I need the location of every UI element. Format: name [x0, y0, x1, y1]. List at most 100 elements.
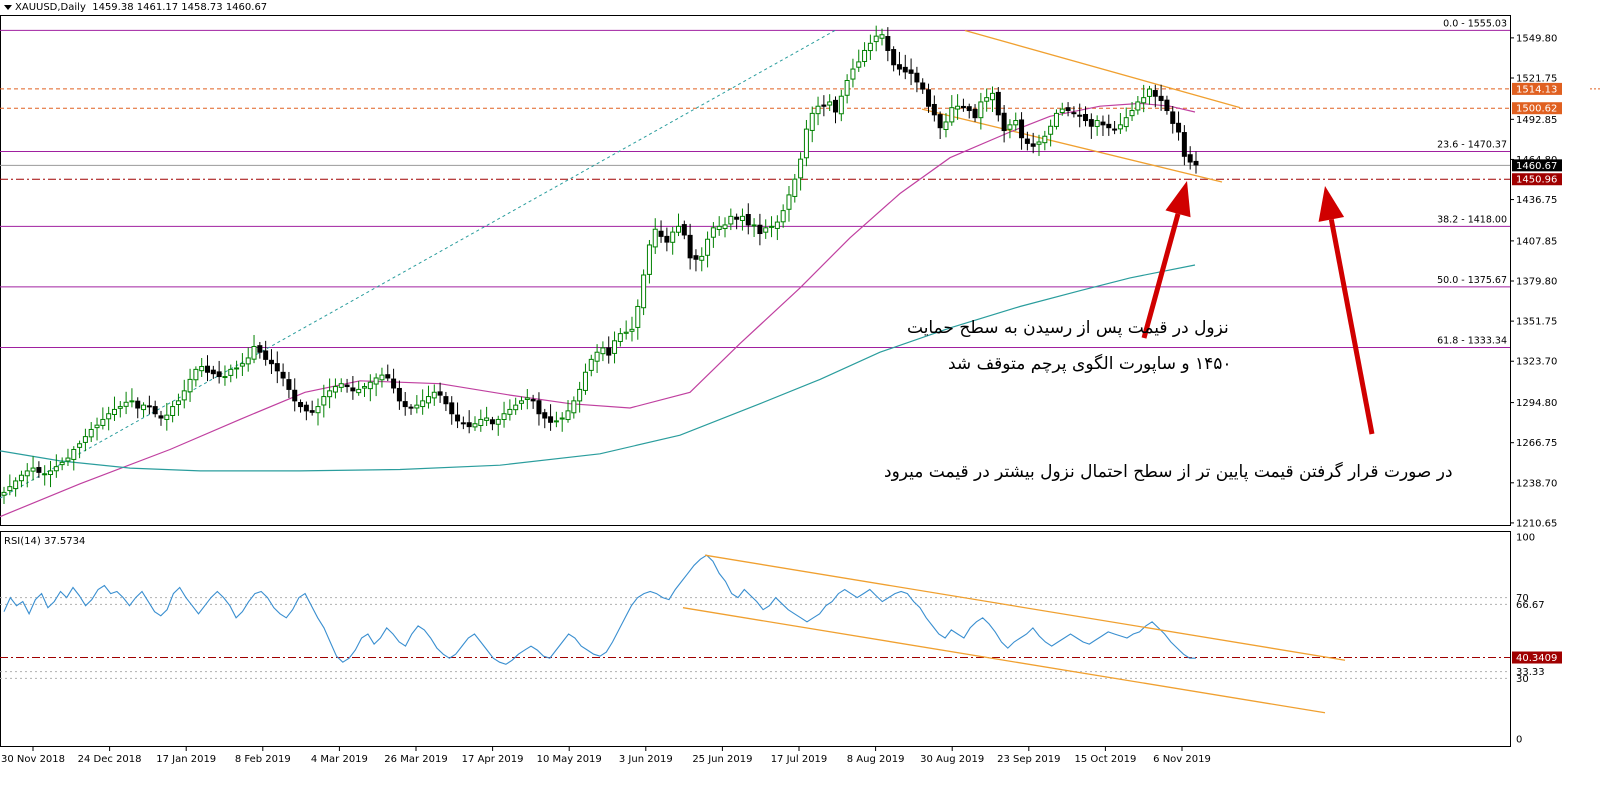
- candle-body: [670, 231, 676, 243]
- candle-body: [373, 377, 379, 385]
- candle-body: [786, 194, 792, 210]
- candle-body: [896, 64, 902, 70]
- candle-body: [931, 103, 937, 116]
- candle-body: [210, 369, 216, 375]
- candle-body: [274, 363, 280, 372]
- price-label-box-0: [1512, 82, 1562, 95]
- price-label-1: 1500.62: [1516, 104, 1557, 115]
- candlesticks: [1, 25, 1199, 504]
- candle-body: [658, 230, 664, 237]
- candle-body: [303, 404, 309, 412]
- candle-body: [989, 92, 995, 101]
- candle-body: [838, 95, 844, 115]
- candle-body: [251, 346, 257, 360]
- candle-body: [234, 367, 240, 370]
- candle-body: [937, 114, 943, 129]
- candle-body: [396, 387, 402, 402]
- candle-body: [1030, 143, 1036, 147]
- date-tick-label-12: 30 Aug 2019: [920, 754, 984, 765]
- candle-body: [699, 255, 705, 261]
- candle-body: [728, 215, 734, 225]
- candle-body: [926, 89, 932, 107]
- candle-body: [100, 418, 106, 426]
- candle-body: [280, 371, 286, 379]
- candle-body: [205, 365, 211, 373]
- candle-body: [1146, 88, 1152, 97]
- candle-body: [106, 413, 112, 420]
- candle-body: [402, 401, 408, 408]
- price-label-box-1: [1512, 102, 1562, 115]
- price-level-lines: [0, 88, 1510, 180]
- candle-body: [1100, 121, 1106, 126]
- candle-body: [263, 350, 269, 360]
- candle-body: [524, 397, 530, 401]
- candle-body: [1053, 112, 1059, 127]
- candle-body: [495, 418, 501, 425]
- candle-body: [612, 340, 618, 354]
- candle-body: [65, 457, 71, 462]
- candle-body: [152, 406, 158, 415]
- price-label-box-2: [1512, 159, 1562, 172]
- candle-body: [379, 374, 385, 381]
- candle-body: [542, 412, 548, 419]
- candle-body: [36, 467, 42, 473]
- fib-label-1: 23.6 - 1470.37: [1437, 139, 1507, 150]
- candle-body: [600, 347, 606, 355]
- candle-body: [513, 404, 519, 411]
- candle-body: [1059, 108, 1065, 114]
- candle-body: [862, 49, 868, 62]
- candle-body: [873, 35, 879, 43]
- price-label-0: 1514.13: [1516, 84, 1557, 95]
- ohlc-values: 1459.38 1461.17 1458.73 1460.67: [92, 2, 268, 13]
- fib-label-4: 61.8 - 1333.34: [1437, 335, 1507, 346]
- candle-body: [1170, 111, 1176, 124]
- price-tick-label-6: 1379.80: [1516, 277, 1557, 288]
- date-tick-label-7: 10 May 2019: [537, 754, 602, 765]
- candle-body: [792, 178, 798, 197]
- candle-body: [228, 368, 234, 376]
- candle-body: [286, 379, 292, 390]
- candle-body: [751, 224, 757, 227]
- price-tick-label-9: 1294.80: [1516, 398, 1557, 409]
- annotation-note1-line2: ۱۴۵۰ و ساپورت الگوی پرچم متوقف شد: [948, 354, 1232, 374]
- candle-body: [332, 386, 338, 393]
- date-tick-label-11: 8 Aug 2019: [847, 754, 905, 765]
- price-tick-label-1: 1521.75: [1516, 73, 1557, 84]
- candle-body: [466, 422, 472, 428]
- candle-body: [652, 228, 658, 248]
- arrow-right-shaft: [1328, 218, 1375, 435]
- ma-slow-line: [0, 264, 1196, 472]
- candle-body: [1077, 114, 1083, 117]
- candle-body: [769, 225, 775, 228]
- flag-channel-upper: [964, 29, 1241, 109]
- candle-body: [571, 400, 577, 414]
- date-tick-label-0: 30 Nov 2018: [1, 754, 65, 765]
- arrow-left-shaft: [1141, 213, 1181, 339]
- candle-body: [111, 408, 117, 415]
- date-axis: 30 Nov 2018 24 Dec 2018 17 Jan 2019 8 Feb 2…: [1, 746, 1211, 765]
- candle-body: [565, 410, 571, 421]
- candle-body: [536, 400, 542, 415]
- candle-body: [59, 461, 65, 466]
- rsi-tick-label-3: 33.33: [1516, 667, 1545, 678]
- candle-body: [327, 390, 333, 398]
- candle-body: [803, 128, 809, 159]
- collapse-triangle-icon[interactable]: [4, 4, 12, 10]
- candle-body: [71, 448, 77, 460]
- candle-body: [425, 396, 431, 404]
- date-tick-label-13: 23 Sep 2019: [997, 754, 1060, 765]
- candle-body: [1001, 112, 1007, 132]
- candle-body: [443, 396, 449, 405]
- trend-lines: [0, 29, 1241, 499]
- price-tick-label-5: 1407.85: [1516, 236, 1557, 247]
- candle-body: [949, 107, 955, 123]
- candle-body: [879, 34, 885, 39]
- candle-body: [82, 436, 88, 443]
- candle-body: [984, 97, 990, 102]
- candle-body: [960, 105, 966, 109]
- candle-body: [832, 99, 838, 113]
- candle-body: [478, 418, 484, 426]
- price-tick-label-2: 1492.85: [1516, 115, 1557, 126]
